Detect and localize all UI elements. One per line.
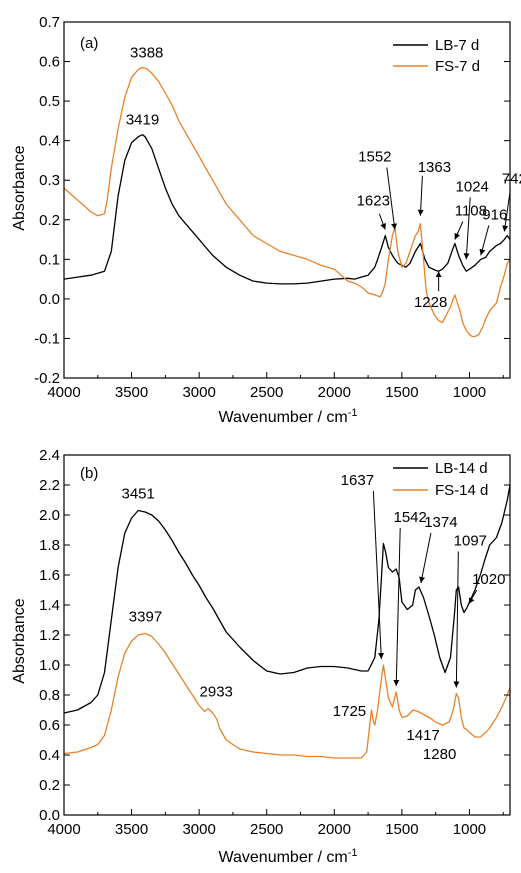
x-axis-title-b-sup: -1 [348, 847, 358, 859]
peak-arrow-a-1363 [417, 175, 424, 216]
x-tick-label-b-1500: 1500 [385, 821, 418, 838]
peak-label-a-3419: 3419 [126, 112, 159, 129]
x-tick-label-b-2500: 2500 [250, 821, 283, 838]
peak-arrow-b-1020 [468, 589, 478, 605]
y-tick-label-a-7: 0.5 [39, 93, 60, 110]
x-tick-label-a-2000: 2000 [318, 384, 351, 401]
peak-label-b-1542: 1542 [394, 509, 427, 526]
series-line-fs-14-d [63, 632, 511, 759]
chart-panel-b: (b) Absorbance Wavenumber / cm-1 LB-14 d… [11, 447, 511, 866]
peak-arrow-b-1097 [453, 551, 460, 688]
x-axis-title-a: Wavenumber / cm-1 [219, 407, 358, 426]
peak-arrow-a-1024 [463, 197, 471, 260]
x-tick-label-a-1500: 1500 [385, 384, 418, 401]
y-tick-label-b-9: 1.8 [39, 537, 60, 554]
peak-arrow-b-1374 [419, 532, 432, 584]
x-tick-label-b-2000: 2000 [318, 821, 351, 838]
x-tick-label-b-3000: 3000 [182, 821, 215, 838]
chart-panel-a: (a) Absorbance Wavenumber / cm-1 LB-7 d … [11, 14, 521, 426]
peak-label-a-3388: 3388 [130, 44, 163, 61]
peak-label-a-742: 742 [502, 171, 521, 188]
peak-label-b-3397: 3397 [129, 609, 162, 626]
peak-label-a-916: 916 [482, 206, 507, 223]
y-tick-label-a-8: 0.6 [39, 54, 60, 71]
x-axis-title-a-text: Wavenumber / cm [219, 409, 348, 426]
y-tick-label-b-3: 0.6 [39, 717, 60, 734]
legend-label-lb-14d: LB-14 d [435, 460, 488, 477]
peak-label-b-1637: 1637 [341, 472, 374, 489]
y-tick-label-b-6: 1.2 [39, 627, 60, 644]
y-tick-label-a-3: 0.1 [39, 251, 60, 268]
y-axis-title-a: Absorbance [11, 145, 28, 230]
x-axis-title-a-sup: -1 [348, 407, 358, 419]
peak-arrow-a-742 [502, 189, 511, 232]
peak-arrow-a-1623 [378, 213, 386, 230]
y-tick-label-b-11: 2.2 [39, 477, 60, 494]
x-tick-label-a-1000: 1000 [453, 384, 486, 401]
peak-label-b-1417: 1417 [406, 727, 439, 744]
x-tick-label-a-4000: 4000 [47, 384, 80, 401]
peak-label-b-1725: 1725 [333, 703, 366, 720]
plot-frame-a [63, 21, 511, 379]
x-tick-label-b-1000: 1000 [453, 821, 486, 838]
y-tick-label-b-5: 1.0 [39, 657, 60, 674]
legend-label-lb-7d: LB-7 d [435, 37, 479, 54]
peak-arrow-b-1542 [393, 527, 401, 687]
y-tick-label-b-8: 1.6 [39, 567, 60, 584]
legend-label-fs-7d: FS-7 d [435, 58, 480, 75]
peak-label-a-1623: 1623 [357, 193, 390, 210]
peak-label-b-2933: 2933 [200, 684, 233, 701]
peak-arrow-a-1108 [454, 221, 464, 240]
y-tick-label-a-5: 0.3 [39, 172, 60, 189]
x-tick-label-a-3500: 3500 [115, 384, 148, 401]
y-tick-label-b-12: 2.4 [39, 447, 60, 464]
peak-arrow-b-1637 [372, 490, 385, 660]
y-tick-label-a-0: -0.2 [34, 370, 60, 387]
peak-arrow-a-1552 [386, 167, 398, 230]
x-axis-title-b: Wavenumber / cm-1 [219, 847, 358, 866]
x-tick-label-b-3500: 3500 [115, 821, 148, 838]
y-tick-label-a-4: 0.2 [39, 212, 60, 229]
peak-label-a-1552: 1552 [358, 149, 391, 166]
peak-label-a-1228: 1228 [414, 294, 447, 311]
peak-label-b-3451: 3451 [122, 486, 155, 503]
y-tick-label-b-7: 1.4 [39, 597, 60, 614]
series-line-lb-14-d [63, 484, 511, 714]
legend-label-fs-14d: FS-14 d [435, 482, 488, 499]
series-line-lb-7-d [63, 134, 511, 285]
peak-arrow-a-916 [479, 225, 490, 256]
peak-label-b-1374: 1374 [424, 514, 457, 531]
peak-label-b-1020: 1020 [472, 571, 505, 588]
y-tick-label-b-10: 2.0 [39, 507, 60, 524]
y-tick-label-b-1: 0.2 [39, 777, 60, 794]
legend-a: LB-7 d FS-7 d [393, 37, 480, 75]
x-tick-label-b-4000: 4000 [47, 821, 80, 838]
peak-label-a-1363: 1363 [418, 159, 451, 176]
y-tick-label-b-4: 0.8 [39, 687, 60, 704]
y-tick-label-b-2: 0.4 [39, 747, 60, 764]
panel-label-a: (a) [80, 35, 98, 52]
legend-b: LB-14 d FS-14 d [393, 460, 488, 499]
x-tick-label-a-2500: 2500 [250, 384, 283, 401]
peak-label-b-1280: 1280 [423, 746, 456, 763]
series-line-fs-7-d [63, 66, 511, 338]
x-axis-title-b-text: Wavenumber / cm [219, 849, 348, 866]
y-tick-label-a-2: 0.0 [39, 291, 60, 308]
y-tick-label-b-0: 0.0 [39, 807, 60, 824]
peak-label-b-1097: 1097 [454, 533, 487, 550]
peak-label-a-1108: 1108 [455, 203, 487, 220]
y-tick-label-a-6: 0.4 [39, 133, 60, 150]
y-axis-title-b: Absorbance [11, 598, 28, 683]
y-tick-label-a-1: -0.1 [34, 330, 60, 347]
x-tick-label-a-3000: 3000 [182, 384, 215, 401]
peak-label-a-1024: 1024 [456, 178, 489, 195]
y-tick-label-a-9: 0.7 [39, 14, 60, 31]
panel-label-b: (b) [80, 465, 98, 482]
